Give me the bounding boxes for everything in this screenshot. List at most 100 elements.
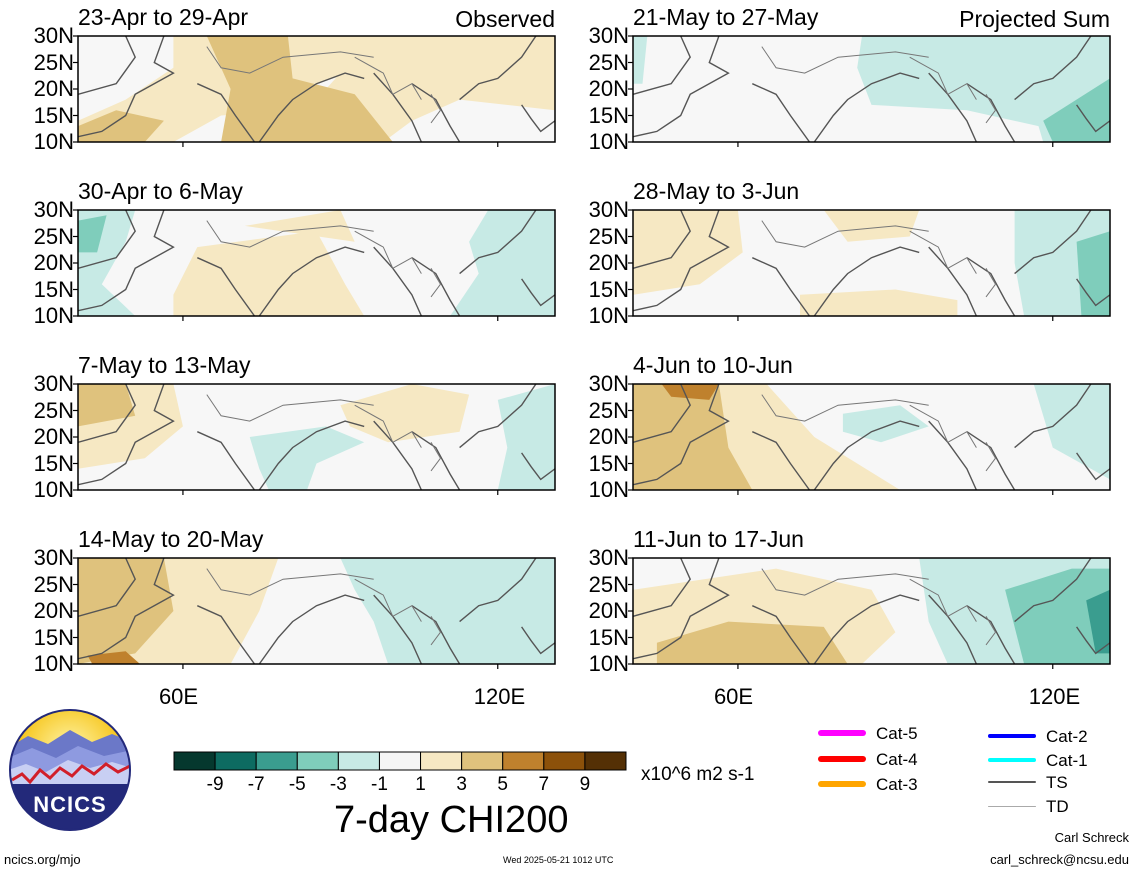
- coastline: [1076, 626, 1110, 655]
- coastline: [373, 246, 423, 316]
- coastline: [411, 257, 461, 316]
- legend-label: TD: [1046, 797, 1069, 816]
- chi-contour-fill: [340, 384, 470, 443]
- y-tick-label: 20N: [33, 424, 74, 449]
- colorbar: [173, 751, 627, 771]
- chi-contour-fill: [173, 231, 365, 316]
- y-tick-label: 15N: [33, 450, 74, 476]
- coastline: [633, 36, 730, 138]
- coastline: [197, 605, 256, 664]
- footer-timestamp: Wed 2025-05-21 1012 UTC: [503, 855, 614, 865]
- coastline: [258, 246, 365, 316]
- x-tick-label: 60E: [713, 684, 754, 709]
- y-tick-label: 20N: [588, 76, 629, 101]
- panel-title: 30-Apr to 6-May: [78, 178, 243, 204]
- coastline: [633, 558, 692, 617]
- chi-contour-fill: [1086, 589, 1110, 654]
- country-border: [947, 431, 977, 448]
- legend-line-cat-2: [988, 734, 1036, 738]
- colorbar-units: x10^6 m2 s-1: [641, 764, 755, 785]
- country-border: [392, 83, 422, 100]
- coastline: [78, 36, 137, 95]
- y-tick-label: 15N: [33, 102, 74, 128]
- country-border: [392, 431, 422, 448]
- coastline: [813, 72, 920, 142]
- country-border: [354, 230, 394, 269]
- chi-contour-fill: [316, 36, 555, 142]
- chi-contour-fill: [340, 558, 555, 664]
- ncics-logo: NCICS: [8, 708, 132, 832]
- coastline: [752, 431, 811, 490]
- coastline: [928, 72, 978, 142]
- colorbar-tick-label: 1: [415, 774, 426, 795]
- legend-label: Cat-5: [876, 724, 918, 743]
- chi-contour-fill: [206, 36, 393, 142]
- y-tick-label: 20N: [33, 598, 74, 623]
- country-border: [761, 46, 929, 74]
- coastline: [1014, 210, 1092, 275]
- map-panel-6: [633, 210, 1110, 316]
- y-tick-label: 10N: [588, 303, 629, 328]
- y-tick-label: 10N: [588, 651, 629, 676]
- coastline: [966, 605, 1016, 664]
- coastline: [813, 246, 920, 316]
- coastline: [459, 558, 537, 623]
- country-border: [430, 442, 442, 472]
- panel-title: 23-Apr to 29-Apr: [78, 4, 249, 30]
- country-border: [909, 578, 949, 617]
- coastline: [1076, 452, 1110, 481]
- chi-contour-fill: [244, 210, 355, 242]
- y-tick-label: 25N: [588, 571, 629, 597]
- country-border: [430, 616, 442, 646]
- coastline: [633, 558, 730, 660]
- y-tick-label: 25N: [33, 571, 74, 597]
- map-panel-3: [78, 384, 555, 490]
- chi-contour-fill: [497, 384, 555, 490]
- coastline: [459, 384, 537, 449]
- y-tick-label: 25N: [33, 397, 74, 423]
- legend-label: Cat-2: [1046, 727, 1088, 746]
- country-border: [985, 94, 997, 124]
- footer-email: carl_schreck@ncsu.edu: [990, 852, 1129, 867]
- y-tick-label: 10N: [33, 303, 74, 328]
- coastline: [521, 278, 555, 307]
- country-border: [354, 578, 394, 617]
- colorbar-tick-label: -7: [247, 774, 265, 795]
- y-tick-label: 10N: [33, 477, 74, 502]
- country-border: [761, 568, 929, 596]
- country-border: [985, 616, 997, 646]
- coastline: [1014, 558, 1092, 623]
- chi-contour-fill: [87, 651, 140, 664]
- coastline: [752, 605, 811, 664]
- coastline: [633, 210, 692, 269]
- country-border: [392, 605, 422, 622]
- country-border: [206, 46, 374, 74]
- coastline: [411, 83, 461, 142]
- coastline: [373, 72, 423, 142]
- colorbar-swatch: [584, 751, 627, 771]
- chi-contour-fill: [78, 215, 107, 253]
- coastline: [258, 72, 365, 142]
- y-tick-label: 15N: [588, 276, 629, 302]
- y-tick-label: 25N: [588, 397, 629, 423]
- panel-title: 7-May to 13-May: [78, 352, 251, 378]
- coastline: [459, 36, 537, 101]
- map-panel-8: [633, 558, 1110, 664]
- coastline: [1014, 36, 1092, 101]
- country-border: [354, 404, 394, 443]
- country-border: [947, 605, 977, 622]
- y-tick-label: 20N: [588, 250, 629, 275]
- x-tick-label: 120E: [1028, 684, 1081, 709]
- coastline: [633, 36, 692, 95]
- coastline: [78, 36, 175, 138]
- chi-contour-fill: [633, 36, 648, 84]
- y-tick-label: 15N: [588, 624, 629, 650]
- coastline: [1076, 278, 1110, 307]
- country-border: [909, 56, 949, 95]
- y-tick-label: 15N: [33, 276, 74, 302]
- map-panel-7: [633, 384, 1110, 490]
- coastline: [197, 83, 256, 142]
- coastline: [411, 431, 461, 490]
- legend-label: Cat-4: [876, 750, 918, 769]
- legend-line-cat-1: [988, 758, 1036, 762]
